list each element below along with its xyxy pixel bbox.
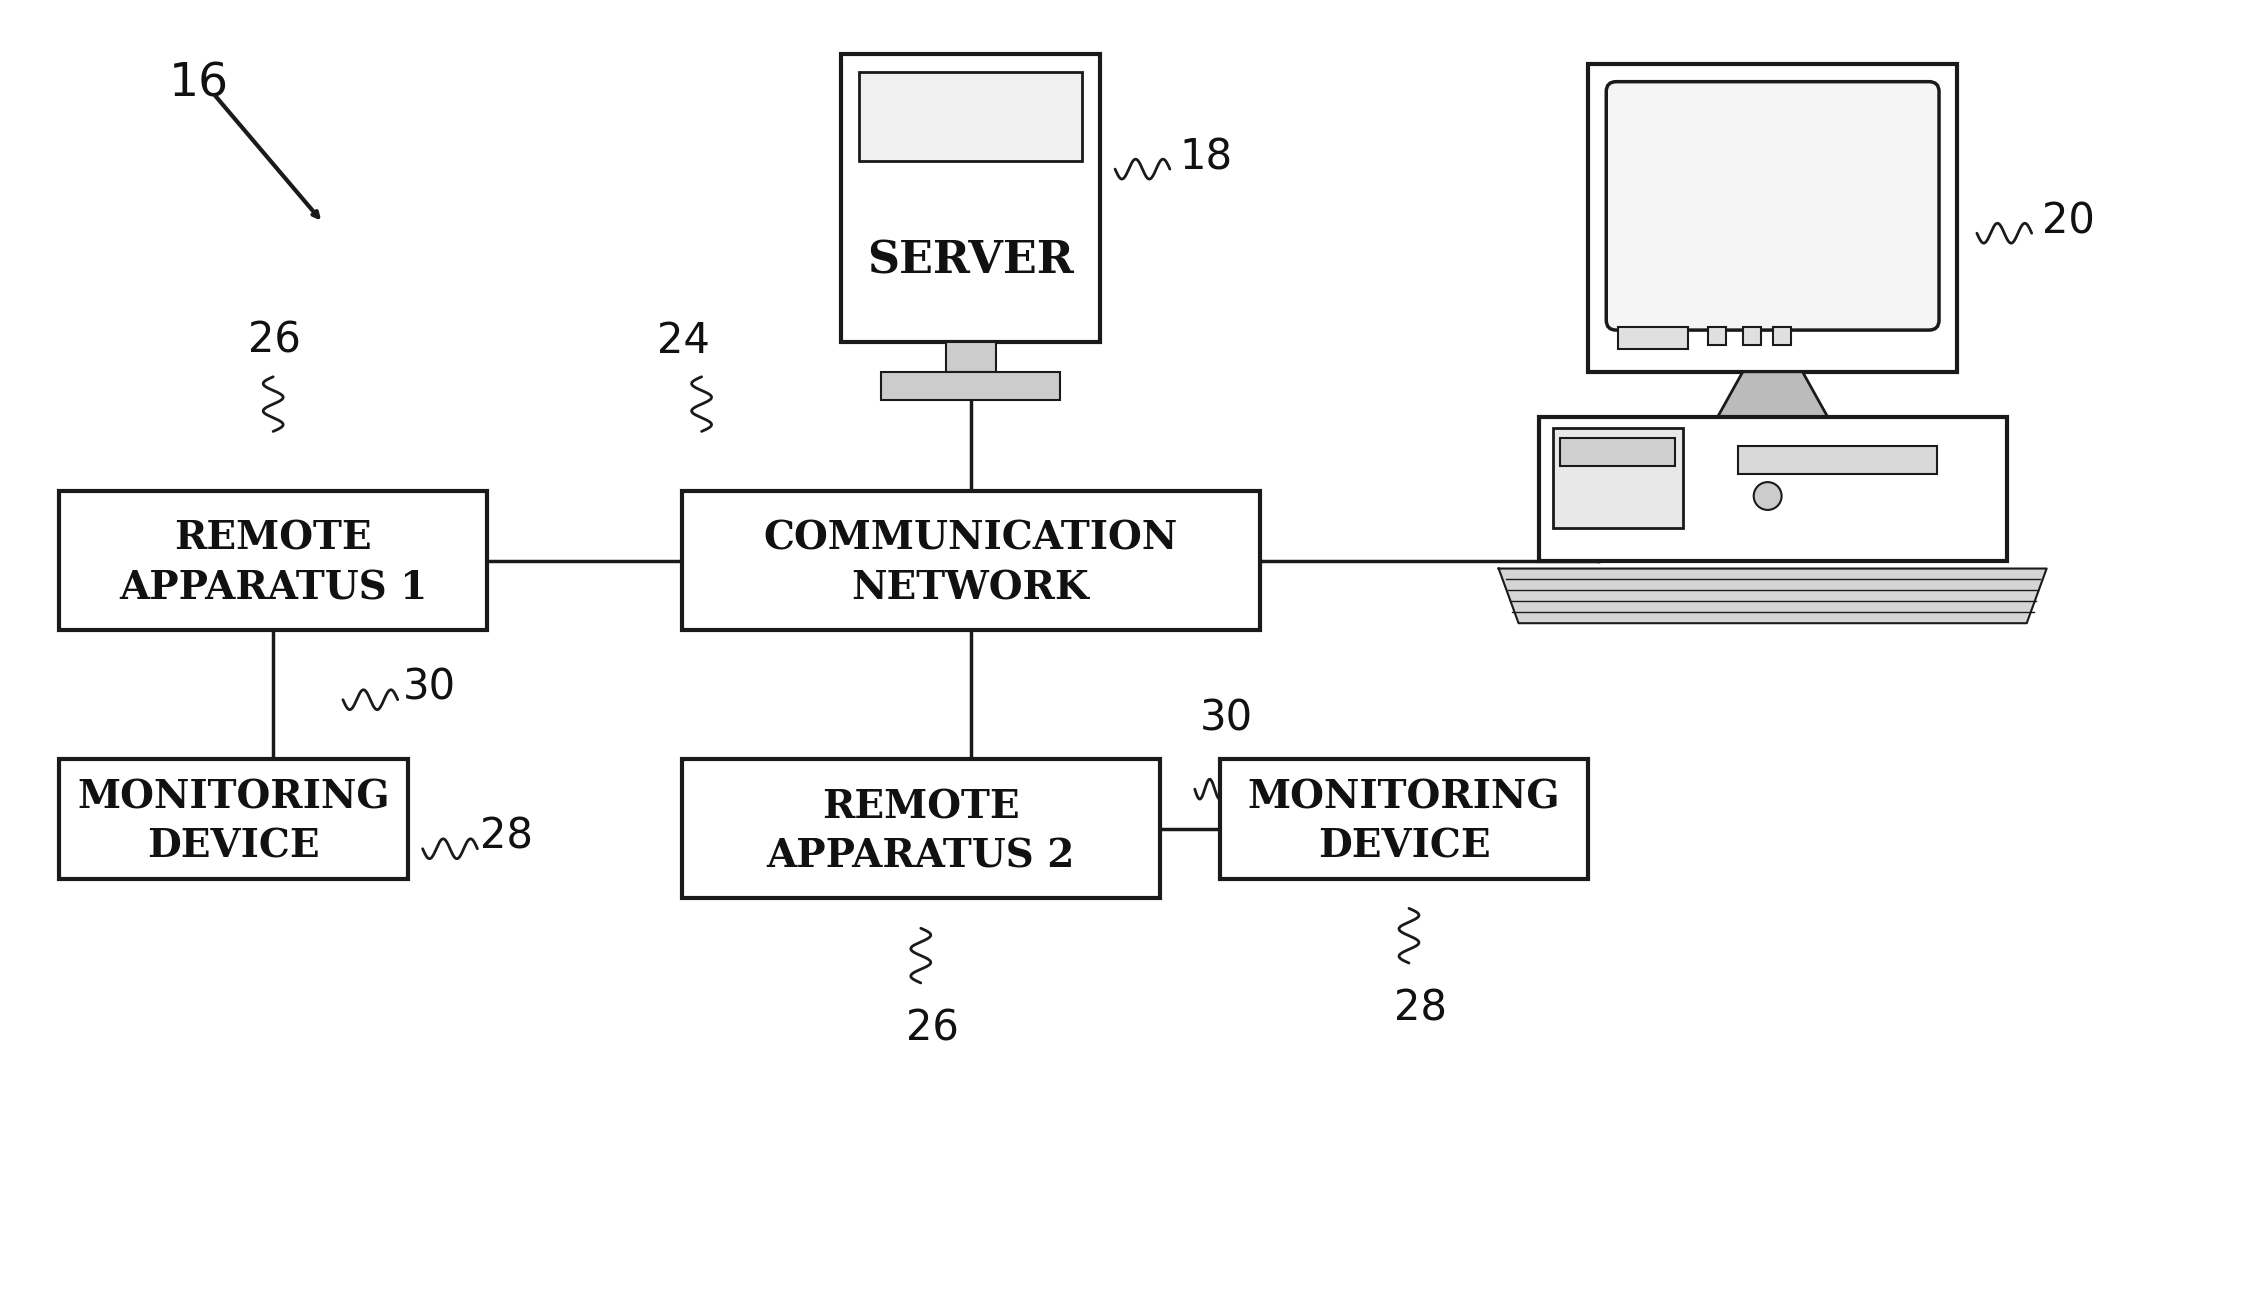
Text: MONITORING: MONITORING: [1247, 779, 1560, 815]
Text: DEVICE: DEVICE: [147, 827, 320, 865]
Text: COMMUNICATION: COMMUNICATION: [764, 519, 1179, 557]
FancyBboxPatch shape: [882, 372, 1061, 400]
FancyBboxPatch shape: [1607, 81, 1938, 330]
Text: REMOTE: REMOTE: [823, 788, 1020, 826]
Text: 16: 16: [168, 62, 229, 106]
Text: 20: 20: [2043, 201, 2095, 243]
Text: 26: 26: [907, 1008, 959, 1050]
Text: 26: 26: [249, 320, 302, 362]
Text: APPARATUS 2: APPARATUS 2: [766, 838, 1075, 876]
FancyBboxPatch shape: [1619, 328, 1689, 349]
Text: 28: 28: [481, 815, 533, 857]
FancyBboxPatch shape: [1743, 328, 1761, 345]
Circle shape: [1755, 482, 1782, 510]
FancyBboxPatch shape: [1560, 438, 1675, 467]
FancyBboxPatch shape: [1589, 64, 1956, 372]
FancyBboxPatch shape: [841, 54, 1099, 342]
FancyBboxPatch shape: [59, 759, 408, 878]
Text: REMOTE: REMOTE: [175, 519, 372, 557]
Text: 30: 30: [1199, 697, 1254, 739]
Polygon shape: [1718, 372, 1827, 417]
Text: 18: 18: [1179, 136, 1233, 178]
FancyBboxPatch shape: [1773, 328, 1791, 345]
Text: DEVICE: DEVICE: [1317, 827, 1489, 865]
Text: SERVER: SERVER: [868, 240, 1075, 283]
FancyBboxPatch shape: [1707, 328, 1725, 345]
Polygon shape: [1498, 569, 2047, 623]
Text: 28: 28: [1394, 988, 1446, 1030]
Text: MONITORING: MONITORING: [77, 779, 390, 815]
FancyBboxPatch shape: [1220, 759, 1589, 878]
Text: 24: 24: [657, 320, 710, 362]
FancyBboxPatch shape: [1539, 417, 2006, 561]
Text: NETWORK: NETWORK: [852, 569, 1090, 607]
FancyBboxPatch shape: [945, 342, 995, 372]
FancyBboxPatch shape: [682, 759, 1161, 898]
FancyBboxPatch shape: [59, 492, 487, 631]
FancyBboxPatch shape: [1553, 429, 1682, 528]
FancyBboxPatch shape: [859, 72, 1081, 161]
FancyBboxPatch shape: [682, 492, 1260, 631]
FancyBboxPatch shape: [1739, 446, 1936, 475]
Text: 30: 30: [404, 667, 456, 709]
Text: APPARATUS 1: APPARATUS 1: [120, 569, 426, 607]
